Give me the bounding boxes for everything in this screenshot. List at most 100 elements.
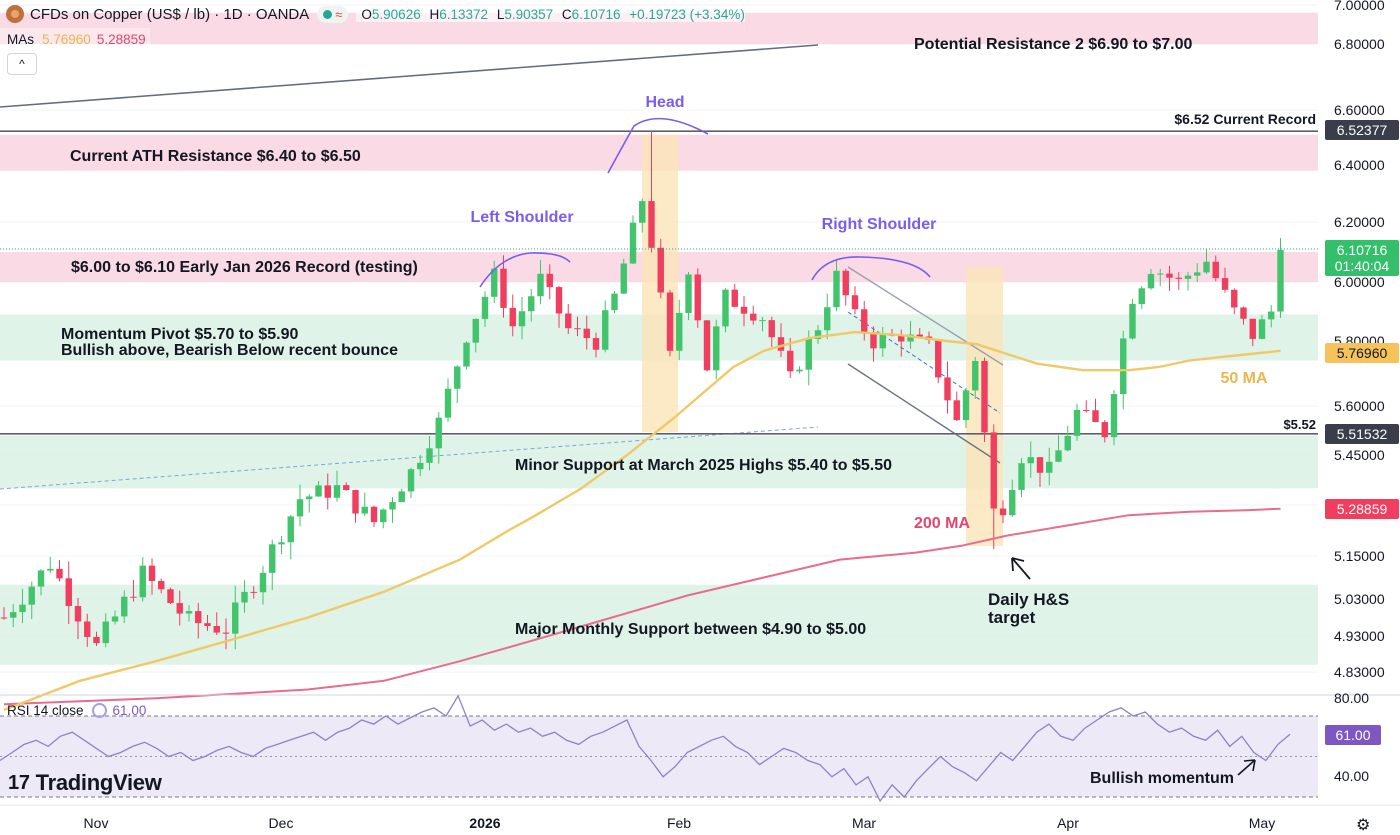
replay-wave-icon: ≈	[335, 6, 343, 22]
moving-averages-legend[interactable]: MAs 5.76960 5.28859	[0, 28, 150, 50]
candle	[814, 330, 822, 340]
collapse-legend-button[interactable]: ^	[7, 53, 37, 75]
candle	[0, 617, 8, 619]
price-tick-label: 6.00000	[1334, 274, 1385, 290]
candle	[10, 612, 17, 618]
candle	[130, 596, 137, 598]
tradingview-mark-icon: 17	[8, 771, 30, 794]
candle	[768, 320, 775, 338]
candle	[1027, 457, 1034, 464]
candle	[592, 338, 600, 350]
candle	[851, 295, 859, 310]
candle	[1194, 272, 1201, 276]
candle	[407, 469, 415, 492]
candle	[777, 337, 785, 351]
ma50-annotation: 50 MA	[1220, 370, 1268, 387]
copper-symbol-icon	[6, 5, 24, 23]
zone-support	[0, 435, 1324, 489]
candle	[389, 502, 396, 510]
candle	[213, 625, 220, 633]
rsi-line	[0, 694, 1291, 803]
price-tick-label: 5.60000	[1334, 398, 1385, 414]
candle	[1277, 249, 1284, 312]
candle	[148, 565, 156, 582]
candle	[898, 335, 905, 342]
candle	[787, 350, 794, 372]
market-status[interactable]: ≈	[317, 5, 349, 23]
last-price-label: 6.10716	[1337, 242, 1388, 258]
candle	[287, 516, 294, 543]
time-tick-label: 2026	[469, 815, 500, 831]
candle	[333, 485, 341, 498]
candle	[491, 268, 498, 297]
candle	[343, 485, 350, 491]
price-tick-label: 5.03000	[1334, 591, 1385, 607]
rsi-value-tag	[1325, 725, 1381, 745]
symbol-title[interactable]: CFDs on Copper (US$ / lb) · 1D · OANDA	[30, 5, 310, 23]
candle	[879, 334, 886, 349]
candle	[972, 360, 979, 391]
candle	[574, 328, 581, 330]
head-label: Head	[645, 94, 684, 111]
target-label-line2: target	[988, 608, 1036, 627]
rsi-value-label: 61.00	[1335, 727, 1370, 743]
price-tag-label: 5.76960	[1337, 345, 1388, 361]
candle	[1083, 409, 1090, 411]
candle	[139, 565, 146, 598]
head-arc	[607, 117, 709, 174]
price-tag-label: 5.51532	[1337, 426, 1388, 442]
candle	[953, 400, 960, 421]
candle	[1249, 318, 1256, 339]
rsi-band	[0, 716, 1318, 797]
candle	[250, 591, 257, 593]
candle	[296, 499, 304, 517]
candle	[833, 270, 840, 308]
ma200-line	[3, 507, 1281, 706]
candle	[750, 313, 757, 321]
candle	[685, 274, 692, 313]
candle	[1212, 261, 1219, 279]
bullish-momentum-label: Bullish momentum	[1090, 770, 1234, 787]
candle	[1147, 273, 1155, 289]
gear-icon[interactable]: ⚙	[1356, 817, 1371, 834]
channel-line-lower	[847, 363, 1001, 464]
candle	[602, 310, 609, 350]
candle	[990, 432, 997, 509]
rsi-legend[interactable]: RSI 14 close 61.00	[0, 700, 146, 720]
candle	[639, 201, 646, 223]
time-tick-label: Feb	[667, 815, 691, 831]
candle	[195, 611, 202, 624]
candle	[842, 270, 849, 296]
candle	[999, 508, 1007, 516]
time-tick-label: Apr	[1057, 815, 1079, 831]
candle	[657, 247, 664, 293]
close-label: C	[561, 6, 572, 22]
candle	[1129, 304, 1136, 339]
tradingview-logo[interactable]: 17 TradingView	[8, 770, 162, 796]
candle	[352, 490, 359, 514]
candle	[121, 596, 128, 617]
channel-line-upper	[847, 266, 1004, 366]
candle	[278, 542, 285, 545]
candle	[861, 309, 868, 333]
candle	[324, 485, 331, 498]
time-tick-label: Dec	[269, 815, 294, 831]
candle	[315, 485, 322, 497]
rsi-tick-label: 80.00	[1334, 690, 1369, 706]
candle	[629, 222, 637, 264]
zone-support	[0, 584, 1324, 665]
price-tick-label: 6.80000	[1334, 36, 1385, 52]
candle	[555, 287, 563, 314]
candle	[102, 621, 109, 644]
candle	[740, 306, 748, 314]
price-tick-label: 4.93000	[1334, 628, 1385, 644]
candle	[167, 589, 174, 604]
candle	[1120, 338, 1127, 395]
candle	[1157, 273, 1164, 275]
chart-header: CFDs on Copper (US$ / lb) · 1D · OANDA ≈…	[0, 0, 745, 28]
candle	[398, 491, 405, 503]
candle	[1009, 489, 1016, 516]
candle	[518, 311, 526, 327]
candle	[204, 623, 211, 626]
